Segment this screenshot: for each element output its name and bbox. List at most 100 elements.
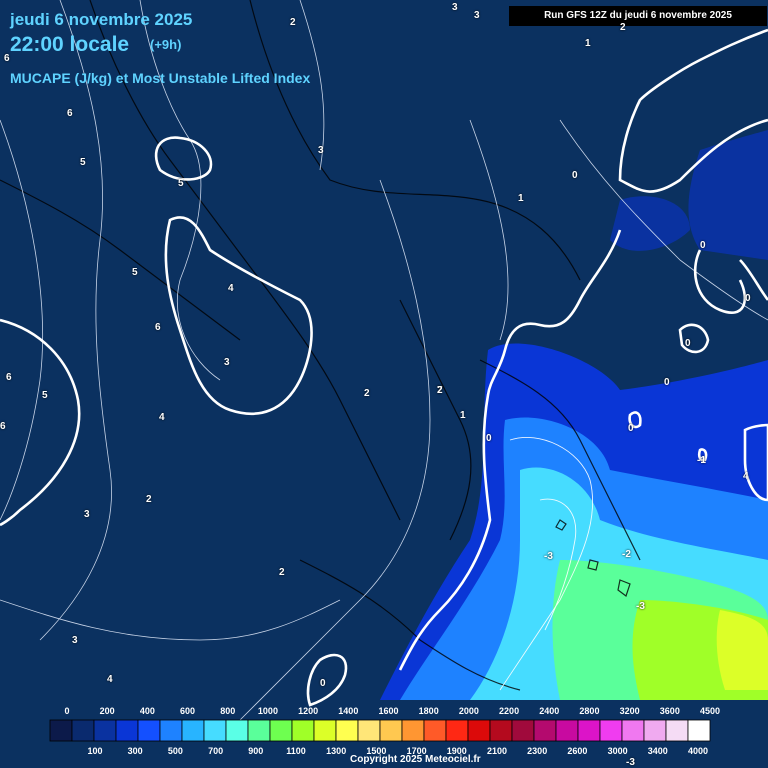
isolines-thin — [0, 0, 768, 721]
legend-swatch — [599, 719, 623, 742]
isoline-label: 4 — [107, 674, 113, 685]
legend-top-label: 1600 — [378, 706, 399, 716]
legend-bar — [49, 719, 711, 742]
isoline-label: 1 — [585, 38, 591, 49]
isoline-label: 5 — [132, 267, 138, 278]
isoline-label: 5 — [80, 157, 86, 168]
isoline-label: 6 — [6, 372, 12, 383]
legend-top-label: 2000 — [458, 706, 479, 716]
isoline-label: -3 — [626, 757, 635, 768]
legend-swatch — [467, 719, 491, 742]
isoline-label: 5 — [42, 390, 48, 401]
legend-swatch — [291, 719, 315, 742]
legend-top-label: 2400 — [539, 706, 560, 716]
isoline-label: 0 — [320, 678, 326, 689]
isoline-label: 2 — [620, 22, 626, 33]
isoline-label: 0 — [572, 170, 578, 181]
legend-swatch — [93, 719, 117, 742]
forecast-time: 22:00 locale — [10, 33, 130, 56]
legend-swatch — [225, 719, 249, 742]
isoline-label: 2 — [146, 494, 152, 505]
legend-top-label: 2800 — [579, 706, 600, 716]
legend-swatch — [181, 719, 205, 742]
legend-swatch — [247, 719, 271, 742]
isoline-label: -3 — [636, 601, 645, 612]
legend-top-label: 4500 — [699, 706, 721, 716]
legend-swatch — [489, 719, 513, 742]
isoline-label: 2 — [279, 567, 285, 578]
legend-swatch — [335, 719, 359, 742]
legend-bottom-label: 3000 — [607, 746, 628, 756]
isoline-label: 6 — [0, 421, 6, 432]
legend-top-label: 1800 — [418, 706, 439, 716]
legend-swatch — [533, 719, 557, 742]
parameter-title: MUCAPE (J/kg) et Most Unstable Lifted In… — [10, 70, 311, 86]
legend-swatch — [203, 719, 227, 742]
legend-swatch — [577, 719, 601, 742]
legend-swatch — [313, 719, 337, 742]
isoline-label: 0 — [486, 433, 492, 444]
legend-bottom-label: 4000 — [687, 746, 709, 756]
isoline-label: 3 — [452, 2, 458, 13]
legend-top-label: 200 — [99, 706, 115, 716]
legend-swatch — [137, 719, 161, 742]
legend-top-label: 1400 — [338, 706, 359, 716]
isoline-label: 2 — [290, 17, 296, 28]
legend-top-label: 3600 — [659, 706, 680, 716]
isoline-label: 1 — [518, 193, 524, 204]
legend-bottom-label: 300 — [127, 746, 143, 756]
isoline-label: -3 — [544, 551, 553, 562]
legend-bottom-label: 500 — [167, 746, 183, 756]
legend-bottom-label: 1900 — [446, 746, 467, 756]
isoline-label: 2 — [437, 385, 443, 396]
legend-swatch — [555, 719, 579, 742]
run-info: Run GFS 12Z du jeudi 6 novembre 2025 — [509, 6, 767, 26]
legend-bottom-label: 900 — [248, 746, 264, 756]
legend-top-label: 3200 — [619, 706, 640, 716]
legend-swatch — [49, 719, 73, 742]
legend-swatch — [357, 719, 381, 742]
isoline-label: 3 — [318, 145, 324, 156]
legend-bottom-label: 700 — [208, 746, 224, 756]
legend-swatch — [511, 719, 535, 742]
isoline-label: -2 — [622, 549, 631, 560]
legend-swatch — [643, 719, 667, 742]
legend-top-label: 0 — [64, 706, 70, 716]
legend-bottom-label: 2300 — [527, 746, 548, 756]
legend-bottom-label: 2600 — [567, 746, 588, 756]
legend-swatch — [269, 719, 293, 742]
legend-swatch — [665, 719, 689, 742]
legend-top-label: 1000 — [257, 706, 278, 716]
isoline-label: 3 — [224, 357, 230, 368]
legend-swatch — [379, 719, 403, 742]
isoline-label: 4 — [228, 283, 234, 294]
isoline-label: 6 — [155, 322, 161, 333]
isoline-label: 7 — [437, 385, 443, 396]
isoline-label: 3 — [84, 509, 90, 520]
legend-top-label: 2200 — [499, 706, 520, 716]
isoline-label: 3 — [474, 10, 480, 21]
isoline-label: 5 — [178, 178, 184, 189]
forecast-offset: (+9h) — [150, 37, 182, 52]
legend-swatch — [401, 719, 425, 742]
cape-shade-ne2 — [610, 196, 690, 251]
isolines-bold — [0, 28, 768, 707]
forecast-date: jeudi 6 novembre 2025 — [10, 10, 193, 29]
legend-bottom-label: 3400 — [647, 746, 668, 756]
isoline-label: 4 — [743, 471, 749, 482]
copyright: Copyright 2025 Meteociel.fr — [350, 754, 481, 765]
legend-swatch — [71, 719, 95, 742]
isoline-label: 0 — [664, 377, 670, 388]
isoline-label: 4 — [159, 412, 165, 423]
legend-top-label: 400 — [139, 706, 155, 716]
legend-bottom-label: 100 — [87, 746, 103, 756]
legend-swatch — [159, 719, 183, 742]
legend-swatch — [423, 719, 447, 742]
isoline-label: 6 — [67, 108, 73, 119]
legend-swatch — [621, 719, 645, 742]
legend-top-label: 1200 — [298, 706, 319, 716]
isolines-inner — [499, 436, 594, 691]
isoline-label: -1 — [697, 455, 706, 466]
cape-shade-ne — [688, 130, 768, 260]
